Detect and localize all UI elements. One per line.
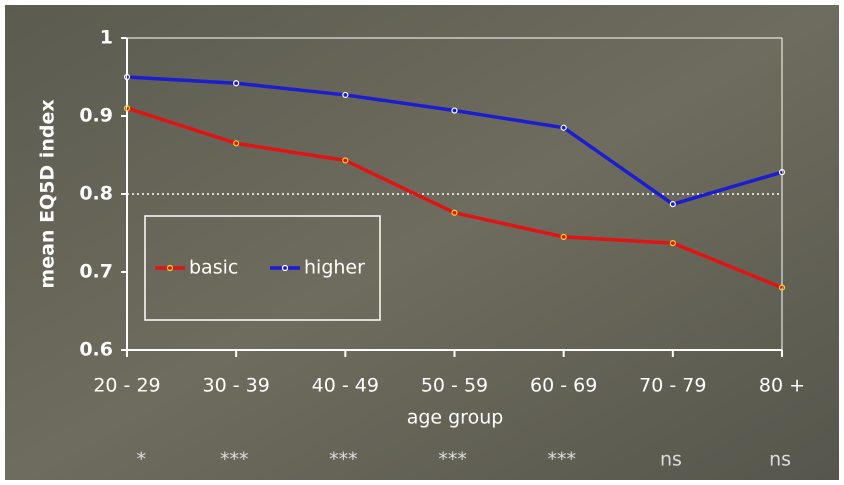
significance-label: *** [329, 449, 358, 471]
y-tick-label: 0.9 [79, 105, 113, 127]
y-tick-label: 0.8 [79, 183, 113, 205]
significance-label: ns [660, 449, 682, 471]
x-tick-label: 60 - 69 [530, 375, 597, 397]
y-axis-label: mean EQ5D index [37, 99, 59, 288]
x-tick-label: 20 - 29 [93, 375, 160, 397]
x-tick-label: 50 - 59 [421, 375, 488, 397]
x-tick-label: 70 - 79 [639, 375, 706, 397]
significance-label: * [137, 449, 147, 471]
x-tick-label: 40 - 49 [312, 375, 379, 397]
y-tick-label: 0.6 [79, 339, 113, 361]
x-axis-label: age group [407, 407, 504, 429]
legend-label: higher [304, 257, 365, 279]
chart: mean EQ5D index age group 0.6 0.7 0.8 0.9 1 2… [0, 0, 844, 485]
significance-label: ns [769, 449, 791, 471]
significance-label: *** [220, 449, 249, 471]
x-tick-label: 30 - 39 [203, 375, 270, 397]
legend-label: basic [189, 257, 238, 279]
y-tick-label: 1 [100, 27, 113, 49]
significance-label: *** [438, 449, 467, 471]
x-tick-label: 80 + [759, 375, 805, 397]
significance-label: *** [548, 449, 577, 471]
y-tick-label: 0.7 [79, 261, 113, 283]
